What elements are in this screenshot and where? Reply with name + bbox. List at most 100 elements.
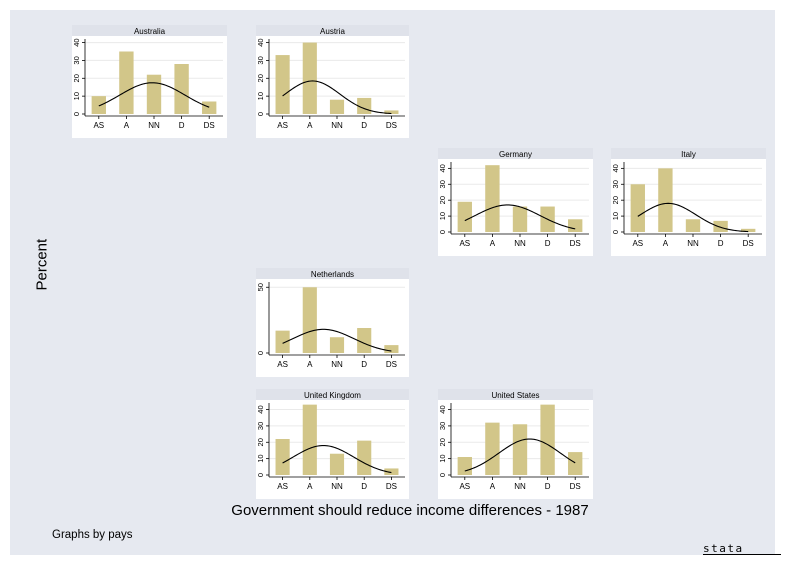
bar-d	[357, 440, 372, 475]
bar-as	[275, 330, 290, 353]
stata-logo-text: stata	[703, 542, 744, 555]
panel-title: Germany	[499, 150, 532, 159]
x-tick-label: DS	[204, 121, 215, 130]
bar-ds	[384, 110, 399, 114]
y-tick-label: 40	[611, 164, 620, 172]
x-tick-label: D	[179, 121, 185, 130]
bar-a	[119, 51, 134, 114]
y-tick-label: 20	[72, 74, 81, 82]
y-tick-label: 0	[256, 112, 265, 116]
panel-title: Austria	[320, 27, 345, 36]
y-tick-label: 10	[256, 454, 265, 462]
y-tick-label: 40	[438, 405, 447, 413]
x-tick-label: A	[490, 482, 496, 491]
panel-header	[256, 25, 409, 36]
x-tick-label: AS	[459, 239, 470, 248]
by-note: Graphs by pays	[52, 529, 133, 541]
x-tick-label: D	[718, 239, 724, 248]
y-tick-label: 20	[611, 196, 620, 204]
y-tick-label: 20	[438, 196, 447, 204]
y-tick-label: 40	[256, 405, 265, 413]
panel-header	[72, 25, 227, 36]
density-curve	[464, 204, 576, 230]
bar-nn	[146, 74, 162, 114]
y-tick-label: 20	[438, 438, 447, 446]
x-tick-label: D	[361, 121, 367, 130]
density-curve	[282, 328, 392, 352]
bar-ds	[741, 228, 756, 232]
x-tick-label: A	[307, 360, 313, 369]
panel-header	[611, 148, 766, 159]
panel-header	[438, 148, 593, 159]
y-tick-label: 30	[256, 56, 265, 64]
bar-as	[630, 184, 645, 232]
x-tick-label: A	[124, 121, 130, 130]
x-tick-label: NN	[331, 482, 343, 491]
y-axis-label: Percent	[33, 238, 51, 291]
bar-as	[457, 457, 472, 475]
x-tick-label: AS	[277, 482, 288, 491]
bar-ds	[568, 452, 583, 475]
x-tick-label: D	[545, 239, 551, 248]
panel-title: Netherlands	[311, 270, 354, 279]
y-tick-label: 0	[611, 230, 620, 234]
x-tick-label: D	[545, 482, 551, 491]
y-tick-label: 40	[72, 38, 81, 46]
panel-germany: Germany 0 10 20 30 40 AS A NN D DS	[438, 148, 593, 256]
bar-nn	[329, 337, 345, 353]
x-tick-label: A	[307, 121, 313, 130]
x-tick-label: DS	[570, 239, 581, 248]
stata-logo: stata	[703, 542, 783, 556]
x-tick-label: D	[361, 360, 367, 369]
panel-header	[256, 389, 409, 400]
bar-as	[275, 55, 290, 114]
y-tick-label: 30	[72, 56, 81, 64]
bar-d	[540, 404, 555, 475]
y-tick-label: 30	[438, 422, 447, 430]
bar-nn	[512, 424, 528, 475]
y-tick-label: 10	[438, 454, 447, 462]
panel-italy: Italy 0 10 20 30 40 AS A NN D DS	[611, 148, 766, 256]
panel-united-kingdom: United Kingdom 0 10 20 30 40 AS A NN D DS	[256, 389, 409, 499]
y-tick-label: 10	[438, 212, 447, 220]
bar-as	[275, 439, 290, 475]
bar-ds	[202, 101, 217, 114]
density-curve	[464, 438, 576, 472]
panel-austria: Austria 0 10 20 30 40 AS A NN D DS	[256, 25, 409, 138]
y-tick-label: 50	[256, 283, 265, 291]
y-tick-label: 40	[256, 38, 265, 46]
x-axis-label: Government should reduce income differen…	[231, 502, 589, 519]
bar-d	[174, 64, 189, 114]
bar-as	[91, 96, 106, 114]
density-curve	[282, 80, 392, 115]
panel-netherlands: Netherlands 0 50 AS A NN D DS	[256, 268, 409, 377]
x-tick-label: A	[663, 239, 669, 248]
panel-title: United States	[491, 391, 539, 400]
y-tick-label: 0	[72, 112, 81, 116]
bar-a	[485, 165, 500, 232]
x-tick-label: D	[361, 482, 367, 491]
bar-ds	[384, 345, 399, 353]
panel-title: Italy	[681, 150, 696, 159]
x-tick-label: DS	[386, 121, 397, 130]
x-tick-label: NN	[148, 121, 160, 130]
panel-title: United Kingdom	[304, 391, 361, 400]
x-tick-label: DS	[386, 482, 397, 491]
x-tick-label: AS	[459, 482, 470, 491]
x-tick-label: A	[490, 239, 496, 248]
panel-header	[256, 268, 409, 279]
bar-a	[302, 42, 317, 115]
bar-a	[302, 404, 317, 475]
y-tick-label: 40	[438, 164, 447, 172]
x-tick-label: NN	[331, 360, 343, 369]
x-tick-label: NN	[514, 239, 526, 248]
panel-header	[438, 389, 593, 400]
bar-nn	[329, 453, 345, 475]
bar-a	[302, 287, 317, 353]
bar-a	[485, 422, 500, 475]
density-curve	[98, 82, 210, 108]
bar-a	[658, 168, 673, 232]
x-tick-label: DS	[570, 482, 581, 491]
stata-logo-underline	[703, 554, 781, 555]
y-tick-label: 30	[611, 180, 620, 188]
